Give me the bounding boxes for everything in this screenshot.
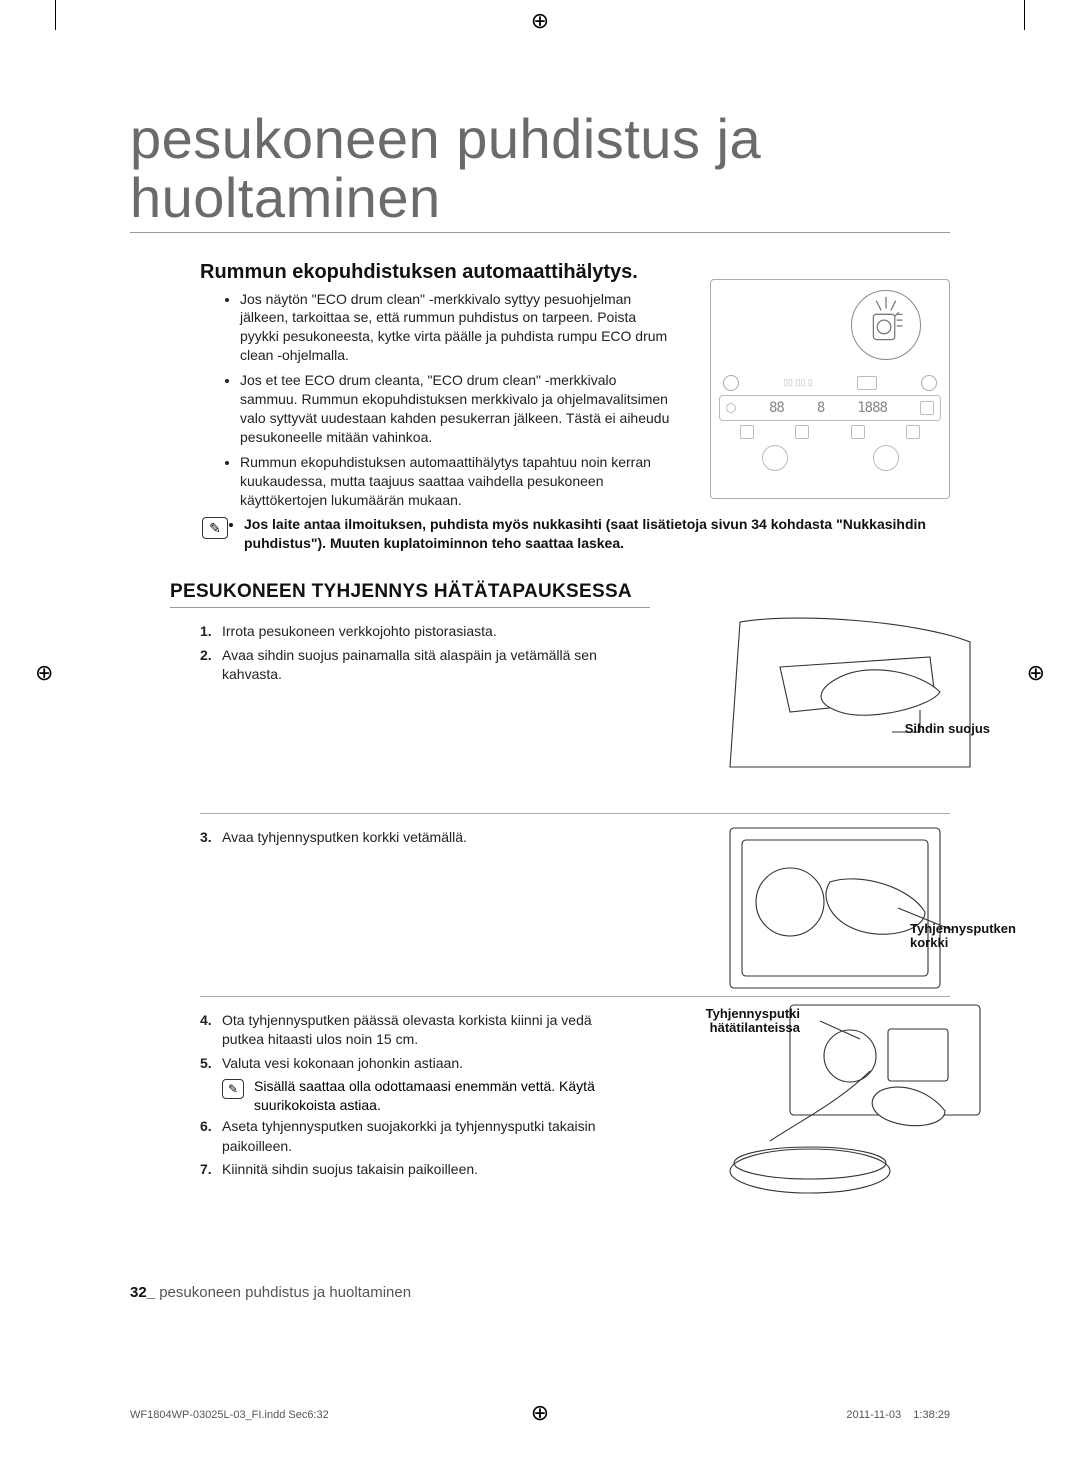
step-item: Avaa sihdin suojus painamalla sitä alasp…	[200, 646, 620, 685]
steps-4-7: Ota tyhjennysputken päässä olevasta kork…	[200, 1011, 950, 1258]
registration-mark-icon: ⊕	[1027, 660, 1045, 686]
drum-icon-callout	[851, 290, 921, 360]
figure-label: Tyhjennysputki hätätilanteissa	[680, 1007, 800, 1036]
note-text: Jos laite antaa ilmoituksen, puhdista my…	[244, 515, 950, 553]
page-title: pesukoneen puhdistus ja huoltaminen	[130, 110, 950, 233]
drain-cap-figure: Tyhjennysputken korkki	[720, 822, 990, 997]
control-panel-body: ▯▯ ▯▯ ▯ 88 8 1888	[719, 375, 941, 485]
step-item: Aseta tyhjennysputken suojakorkki ja tyh…	[200, 1117, 620, 1156]
eco-drum-section: Rummun ekopuhdistuksen automaattihälytys…	[130, 261, 950, 554]
step-item: Valuta vesi kokonaan johonkin astiaan.	[200, 1054, 620, 1074]
figure-label: Sihdin suojus	[905, 722, 990, 736]
registration-mark-icon: ⊕	[531, 8, 549, 34]
imprint-file: WF1804WP-03025L-03_FI.indd Sec6:32	[130, 1409, 329, 1421]
steps-1-2: Irrota pesukoneen verkkojohto pistorasia…	[200, 622, 950, 814]
footer-text: pesukoneen puhdistus ja huoltaminen	[159, 1284, 411, 1301]
step-item: Ota tyhjennysputken päässä olevasta kork…	[200, 1011, 620, 1050]
display-seg-b: 8	[817, 400, 824, 416]
page-footer: 32_ pesukoneen puhdistus ja huoltaminen	[130, 1284, 411, 1301]
bullet-item: Jos et tee ECO drum cleanta, "ECO drum c…	[240, 371, 670, 447]
note-icon: ✎	[202, 517, 228, 539]
display-seg-c: 1888	[857, 400, 887, 416]
page-content: pesukoneen puhdistus ja huoltaminen Rumm…	[130, 110, 950, 1258]
display-seg-a: 88	[769, 400, 784, 416]
step-item: Kiinnitä sihdin suojus takaisin paikoill…	[200, 1160, 620, 1180]
step-note-text: Sisällä saattaa olla odottamaasi enemmän…	[254, 1077, 624, 1115]
step-item: Avaa tyhjennysputken korkki vetämällä.	[200, 828, 620, 848]
step-3: Avaa tyhjennysputken korkki vetämällä. T…	[200, 828, 950, 997]
eco-drum-bullets: Jos näytön "ECO drum clean" -merkkivalo …	[240, 290, 670, 510]
note-icon: ✎	[222, 1079, 244, 1099]
control-panel-figure: ▯▯ ▯▯ ▯ 88 8 1888	[710, 279, 950, 499]
imprint-date: 2011-11-03	[846, 1409, 901, 1421]
emergency-drain-heading: PESUKONEEN TYHJENNYS HÄTÄTAPAUKSESSA	[170, 581, 650, 608]
imprint-time: 1:38:29	[913, 1409, 950, 1421]
emergency-hose-figure: Tyhjennysputki hätätilanteissa	[720, 1001, 990, 1201]
page-number: 32_	[130, 1284, 155, 1301]
registration-mark-icon: ⊕	[35, 660, 53, 686]
step-item: Irrota pesukoneen verkkojohto pistorasia…	[200, 622, 620, 642]
bullet-item: Rummun ekopuhdistuksen automaattihälytys…	[240, 453, 670, 510]
bullet-item: Jos näytön "ECO drum clean" -merkkivalo …	[240, 290, 670, 366]
note-row: ✎ Jos laite antaa ilmoituksen, puhdista …	[202, 515, 950, 553]
figure-label: Tyhjennysputken korkki	[910, 922, 1040, 951]
imprint: WF1804WP-03025L-03_FI.indd Sec6:32 2011-…	[130, 1409, 950, 1421]
filter-cover-figure: Sihdin suojus	[720, 612, 990, 777]
